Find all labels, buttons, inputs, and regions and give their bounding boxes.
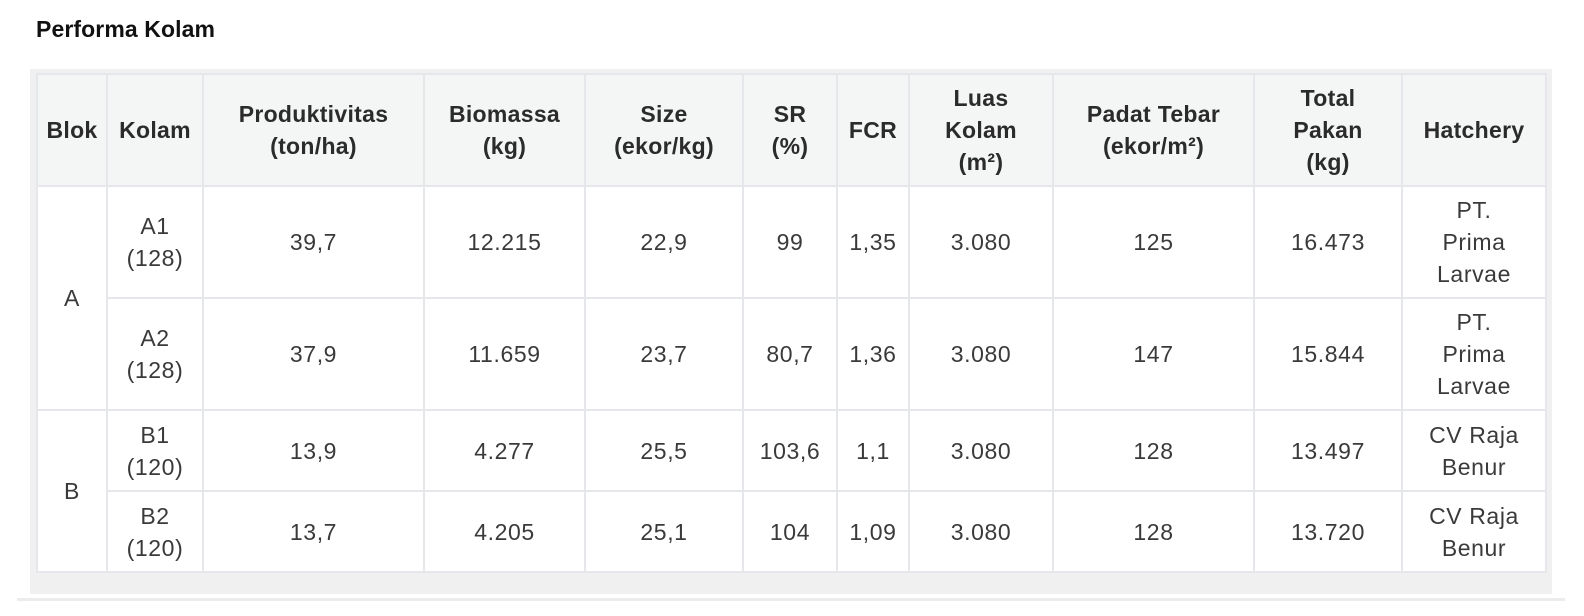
cell-padat-tebar: 147 [1052, 297, 1255, 411]
cell-fcr: 1,35 [836, 185, 910, 299]
cell-produktivitas: 39,7 [202, 185, 425, 299]
header-produktivitas: Produktivitas (ton/ha) [202, 73, 425, 187]
cell-sr: 99 [742, 185, 838, 299]
cell-size: 25,1 [584, 490, 744, 573]
cell-biomassa: 11.659 [423, 297, 586, 411]
cell-produktivitas: 13,9 [202, 409, 425, 492]
table-row: B B1 (120) 13,9 4.277 25,5 103,6 1,1 3.0… [36, 409, 1547, 573]
cell-hatchery: CV Raja Benur [1401, 490, 1547, 573]
cell-hatchery: CV Raja Benur [1401, 409, 1547, 492]
cell-total-pakan: 13.497 [1253, 409, 1403, 492]
header-kolam: Kolam [106, 73, 204, 187]
cell-luas-kolam: 3.080 [908, 297, 1054, 411]
cell-blok: A [36, 185, 108, 411]
performance-table-container: Blok Kolam Produktivitas (ton/ha) Biomas… [30, 69, 1552, 594]
cell-padat-tebar: 128 [1052, 409, 1255, 492]
cell-luas-kolam: 3.080 [908, 490, 1054, 573]
cell-blok: B [36, 409, 108, 573]
cell-kolam: A2 (128) [106, 297, 204, 411]
cell-produktivitas: 13,7 [202, 490, 425, 573]
cell-kolam: B2 (120) [106, 490, 204, 573]
section-divider [17, 598, 1565, 601]
table-row: A2 (128) 37,9 11.659 23,7 80,7 1,36 3.08… [37, 297, 1547, 411]
header-padat-tebar: Padat Tebar (ekor/m²) [1052, 73, 1255, 187]
cell-sr: 80,7 [742, 297, 838, 411]
performance-table: Blok Kolam Produktivitas (ton/ha) Biomas… [36, 73, 1547, 573]
cell-size: 23,7 [584, 297, 744, 411]
cell-luas-kolam: 3.080 [908, 409, 1054, 492]
cell-hatchery: PT. Prima Larvae [1401, 185, 1547, 299]
cell-fcr: 1,09 [836, 490, 910, 573]
cell-biomassa: 12.215 [423, 185, 586, 299]
cell-luas-kolam: 3.080 [908, 185, 1054, 299]
cell-kolam: A1 (128) [106, 185, 204, 299]
header-sr: SR (%) [742, 73, 838, 187]
header-luas-kolam: Luas Kolam (m²) [908, 73, 1054, 187]
cell-sr: 104 [742, 490, 838, 573]
cell-kolam: B1 (120) [106, 409, 204, 492]
cell-size: 25,5 [584, 409, 744, 492]
cell-produktivitas: 37,9 [202, 297, 425, 411]
cell-size: 22,9 [584, 185, 744, 299]
cell-biomassa: 4.277 [423, 409, 586, 492]
cell-sr: 103,6 [742, 409, 838, 492]
cell-fcr: 1,36 [836, 297, 910, 411]
header-blok: Blok [36, 73, 108, 187]
cell-total-pakan: 15.844 [1253, 297, 1403, 411]
header-size: Size (ekor/kg) [584, 73, 744, 187]
table-row: A A1 (128) 39,7 12.215 22,9 99 1,35 3.08… [36, 185, 1547, 411]
cell-padat-tebar: 125 [1052, 185, 1255, 299]
cell-padat-tebar: 128 [1052, 490, 1255, 573]
cell-total-pakan: 13.720 [1253, 490, 1403, 573]
section-title: Performa Kolam [36, 16, 216, 42]
cell-biomassa: 4.205 [423, 490, 586, 573]
table-row: B2 (120) 13,7 4.205 25,1 104 1,09 3.080 … [37, 490, 1547, 573]
cell-total-pakan: 16.473 [1253, 185, 1403, 299]
table-header-row: Blok Kolam Produktivitas (ton/ha) Biomas… [36, 73, 1547, 187]
header-fcr: FCR [836, 73, 910, 187]
header-total-pakan: Total Pakan (kg) [1253, 73, 1403, 187]
cell-hatchery: PT. Prima Larvae [1401, 297, 1547, 411]
header-biomassa: Biomassa (kg) [423, 73, 586, 187]
header-hatchery: Hatchery [1401, 73, 1547, 187]
cell-fcr: 1,1 [836, 409, 910, 492]
